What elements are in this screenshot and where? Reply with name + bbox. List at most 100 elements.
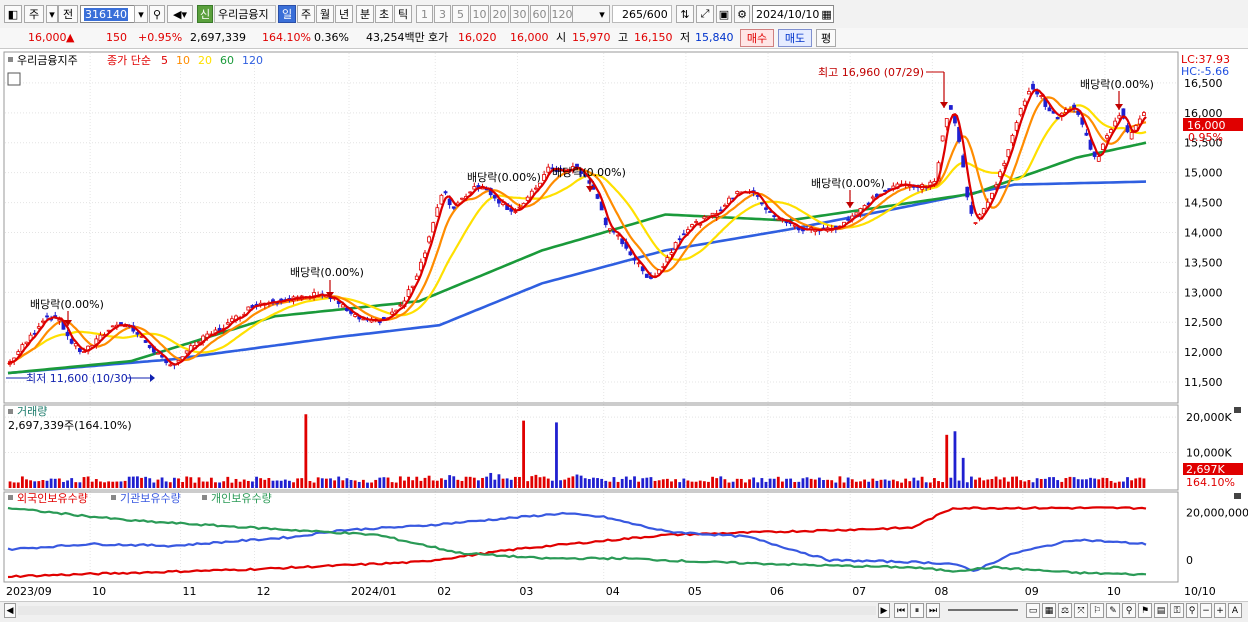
interval-30-button[interactable]: 30 [510,5,529,23]
volume-bar [345,478,349,488]
interval-3-button[interactable]: 3 [434,5,451,23]
candle-body [1031,83,1035,90]
tool-icon-h[interactable]: ⚿ [1170,603,1184,618]
period-5-button[interactable]: 초 [375,5,393,23]
period-4-button[interactable]: 분 [356,5,374,23]
volume-bar [226,476,230,488]
volume-bar [748,479,751,488]
candle-type-icon[interactable]: ⇅ [676,5,694,23]
candle-body [784,221,789,224]
rewind-icon[interactable]: ⏮ [894,603,908,618]
volume-bar [785,478,788,488]
volume-bar [234,478,238,488]
volume-bar [616,481,620,488]
y-tick-label: 15,000 [1184,167,1223,180]
eval-button[interactable]: 평 [816,29,836,47]
interval-5-button[interactable]: 5 [452,5,469,23]
font-icon[interactable]: A [1228,603,1242,618]
tool-icon-a[interactable]: ⚖ [1058,603,1072,618]
candle-body [764,207,768,210]
low-label: 저 [680,31,691,44]
period-0-button[interactable]: 일 [278,5,296,23]
interval-60-button[interactable]: 60 [530,5,549,23]
layout-icon[interactable]: ◧ [4,5,22,23]
volume-bar [600,478,604,488]
y-tick-label: 16,500 [1184,77,1223,90]
search-icon[interactable]: ⚲ [149,5,165,23]
interval-120-button[interactable]: 120 [550,5,574,23]
candles [8,80,1146,370]
tool-icon-e[interactable]: ⚲ [1122,603,1136,618]
interval-select[interactable]: ▾ [572,5,610,23]
candle-body [1047,107,1052,112]
period-1-button[interactable]: 주 [297,5,315,23]
save-icon[interactable]: ▣ [716,5,732,23]
date-input[interactable]: 2024/10/10 ▦ [752,5,834,23]
gear-icon[interactable]: ⚙ [734,5,750,23]
volume-bar [559,480,562,488]
calendar-icon[interactable]: ▦ [821,7,832,21]
volume-bar [415,476,419,488]
buy-button[interactable]: 매수 [740,29,774,47]
zoom-out-search-icon[interactable]: ⚲ [1186,603,1198,618]
candle-body [1039,95,1044,98]
pause-icon[interactable]: ⏸ [910,603,924,618]
play-icon[interactable]: ⏭ [926,603,940,618]
scroll-left-icon[interactable]: ◀ [4,603,16,618]
candle-body [361,318,366,321]
x-tick-label: 02 [437,585,451,598]
volume-value-label: 2,697,339주(164.10%) [8,419,132,432]
scrollbar-track[interactable] [18,606,876,615]
volume-bar [267,478,271,488]
chart-canvas[interactable]: 11,500 12,000 12,500 13,000 13,500 14,000 14,5… [0,48,1248,601]
sound-icon[interactable]: ◀▾ [167,5,193,23]
x-tick-label: 2024/01 [351,585,397,598]
candle-body [620,238,625,245]
period-6-button[interactable]: 틱 [394,5,412,23]
period-3-button[interactable]: 년 [335,5,353,23]
volume-bar [25,479,28,488]
volume-bar [945,434,949,488]
tool-icon-g[interactable]: ▤ [1154,603,1168,618]
volume-bar [70,478,74,488]
period-2-button[interactable]: 월 [316,5,334,23]
volume-bar [378,477,382,488]
volume-bar [834,482,838,488]
volume-bar [489,472,493,488]
code-dropdown-icon[interactable]: ▾ [134,5,148,23]
ma20-path [7,104,1147,366]
candle-body [24,341,29,345]
interval-20-button[interactable]: 20 [490,5,509,23]
y-tick-label: 14,000 [1184,226,1223,239]
table-icon[interactable]: ▦ [1042,603,1056,618]
period-type-button[interactable]: 주 [24,5,44,23]
volume-bar [994,476,998,488]
scroll-right-icon[interactable]: ▶ [878,603,890,618]
interval-10-button[interactable]: 10 [470,5,489,23]
sell-button[interactable]: 매도 [778,29,812,47]
tool-icon-d[interactable]: ✎ [1106,603,1120,618]
stock-code-input[interactable]: 316140 [80,5,136,23]
volume-bar [423,477,427,488]
zoom-slider[interactable] [948,609,1018,611]
candle-body [45,315,49,318]
tool-icon-b[interactable]: ⤧ [1074,603,1088,618]
volume-bar [583,478,587,488]
period-type-dropdown-icon[interactable]: ▾ [46,5,58,23]
tool-icon-c[interactable]: ⚐ [1090,603,1104,618]
volume-bar [275,480,279,488]
volume-bar [1019,480,1023,488]
tool-icon-f[interactable]: ⚑ [1138,603,1152,618]
zoom-in-icon[interactable]: + [1214,603,1226,618]
drawing-tool-icon[interactable]: ⤢ [696,5,714,23]
prev-button[interactable]: 전 [58,5,78,23]
candle-body [973,222,978,224]
zoom-out-icon[interactable]: − [1200,603,1212,618]
volume-bar [222,481,226,488]
count-field[interactable]: 265/600 [612,5,672,23]
volume-bar [596,478,599,488]
panel-icon[interactable]: ▭ [1026,603,1040,618]
volume-bar [140,477,143,488]
interval-1-button[interactable]: 1 [416,5,433,23]
volume-tag-pct: 164.10% [1186,476,1235,489]
